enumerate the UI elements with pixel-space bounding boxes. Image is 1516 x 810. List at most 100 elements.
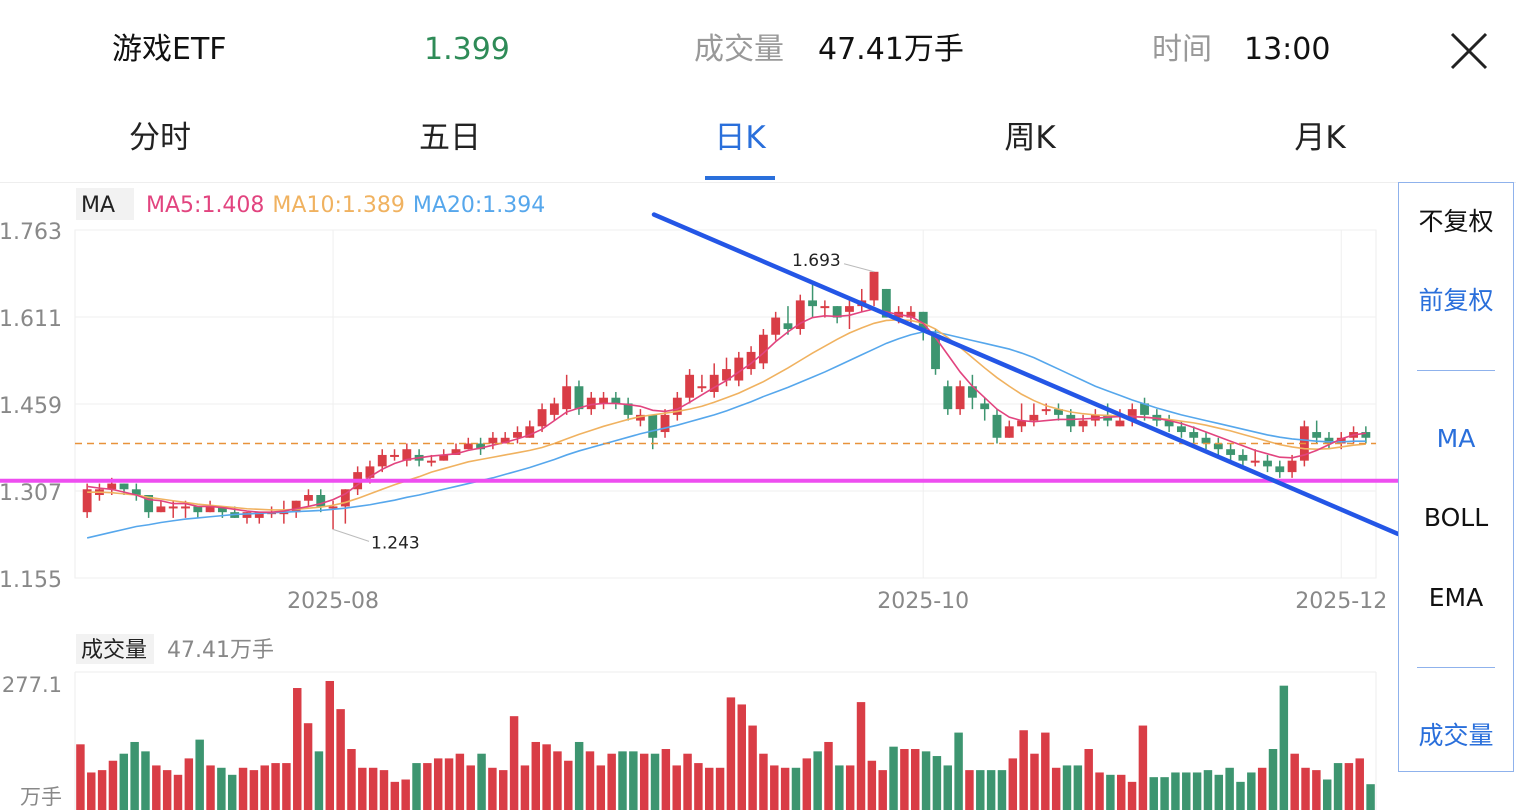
candle-body <box>168 506 178 509</box>
candle-body <box>992 414 1002 438</box>
candle-body <box>402 449 412 461</box>
volume-bar <box>1279 685 1289 810</box>
volume-bar <box>932 756 942 810</box>
volume-bar <box>705 767 714 810</box>
candle-body <box>1336 437 1346 444</box>
candle-body <box>1078 420 1088 427</box>
volume-bar <box>1366 784 1375 810</box>
volume-option[interactable]: 成交量 <box>1418 721 1494 750</box>
candle-body <box>611 397 621 404</box>
ma-option[interactable]: MA <box>1436 424 1476 453</box>
candle-body <box>636 414 645 421</box>
volume-bar <box>303 723 313 810</box>
volume-bar <box>87 772 96 810</box>
volume-bar <box>574 741 584 810</box>
candle-body <box>1263 460 1272 467</box>
tab-daily-k[interactable]: 日K <box>714 120 766 156</box>
candle-body <box>500 437 510 444</box>
candle-body <box>845 306 854 312</box>
volume-bar <box>1084 749 1093 810</box>
indicator-label: MA <box>81 193 115 218</box>
volume-bar <box>802 758 812 810</box>
x-tick-label: 2025-12 <box>1295 589 1387 614</box>
volume-bar <box>412 763 421 810</box>
candle-body <box>562 386 572 410</box>
candle-body <box>304 495 313 501</box>
candle-body <box>783 323 793 330</box>
candle-body <box>623 403 633 415</box>
candle-body <box>685 374 695 398</box>
volume-bar <box>1051 767 1061 810</box>
candle-body <box>1250 460 1260 463</box>
candle-body <box>1164 420 1174 427</box>
volume-bar <box>76 744 85 810</box>
volume-bar <box>954 732 963 810</box>
candle-body <box>340 489 350 507</box>
tab-intraday[interactable]: 分时 <box>129 120 191 156</box>
volume-bar <box>271 763 280 810</box>
close-icon[interactable] <box>1448 30 1490 72</box>
candle-body <box>377 454 387 467</box>
ema-option[interactable]: EMA <box>1428 583 1484 612</box>
ma20-line <box>86 331 1366 539</box>
volume-bar <box>1344 763 1354 810</box>
candle-body <box>746 351 756 370</box>
volume-bar <box>336 709 345 810</box>
volume-bar <box>293 688 302 810</box>
candle-body <box>931 334 940 370</box>
volume-bar <box>867 760 877 810</box>
candle-body <box>1140 403 1149 415</box>
volume-bar <box>499 770 508 810</box>
candle-body <box>365 466 375 478</box>
volume-bar <box>639 753 649 810</box>
security-name: 游戏ETF <box>112 32 227 67</box>
ma5-line <box>87 308 1366 513</box>
candle-body <box>697 386 707 389</box>
candle-body <box>390 454 399 457</box>
candle-body <box>1287 460 1297 473</box>
boll-option[interactable]: BOLL <box>1423 503 1489 532</box>
volume-panel-value: 47.41万手 <box>167 638 274 663</box>
volume-label-box <box>76 634 154 664</box>
volume-bar <box>824 741 833 810</box>
volume-bar <box>531 741 540 810</box>
candle-body <box>463 443 473 450</box>
candle-body <box>734 357 744 381</box>
fq-none-option[interactable]: 不复权 <box>1418 207 1494 236</box>
ma-legend-3: MA20:1.394 <box>413 193 545 218</box>
y-tick-label: 1.763 <box>0 220 62 245</box>
volume-bar <box>206 765 215 810</box>
y-tick-label: 1.459 <box>0 394 62 419</box>
tab-five-day[interactable]: 五日 <box>419 120 481 156</box>
volume-bar <box>943 765 952 810</box>
candle-body <box>205 506 215 513</box>
volume-bar <box>976 770 985 810</box>
candle-body <box>574 386 584 410</box>
kline-chart[interactable]: MA MA5:1.408 MA10:1.389 MA20:1.394 1.763 1.61… <box>0 180 1398 810</box>
last-price: 1.399 <box>424 32 510 67</box>
volume-bar <box>542 744 551 810</box>
side-divider <box>1417 667 1495 668</box>
candle-body <box>906 311 916 318</box>
candle-body <box>1066 414 1076 427</box>
candle-body <box>1017 420 1027 427</box>
candle-body <box>918 311 928 330</box>
candle-body <box>279 512 289 515</box>
volume-bar <box>466 765 475 810</box>
ma-legend-1: MA5:1.408 <box>146 193 264 218</box>
tab-monthly-k[interactable]: 月K <box>1294 120 1346 156</box>
tab-weekly-k[interactable]: 周K <box>1004 120 1056 156</box>
volume-bar <box>488 767 497 810</box>
volume-bar <box>1106 774 1115 810</box>
volume-bar <box>911 749 920 810</box>
volume-bar <box>770 765 779 810</box>
volume-bar <box>108 760 118 810</box>
volume-bar <box>921 751 931 810</box>
volume-bar <box>1214 774 1224 810</box>
volume-bar <box>162 770 172 810</box>
candle-body <box>513 432 522 438</box>
volume-bar <box>1301 767 1310 810</box>
candle-body <box>291 500 301 513</box>
volume-bar <box>1160 777 1169 810</box>
fq-front-option[interactable]: 前复权 <box>1418 286 1494 315</box>
